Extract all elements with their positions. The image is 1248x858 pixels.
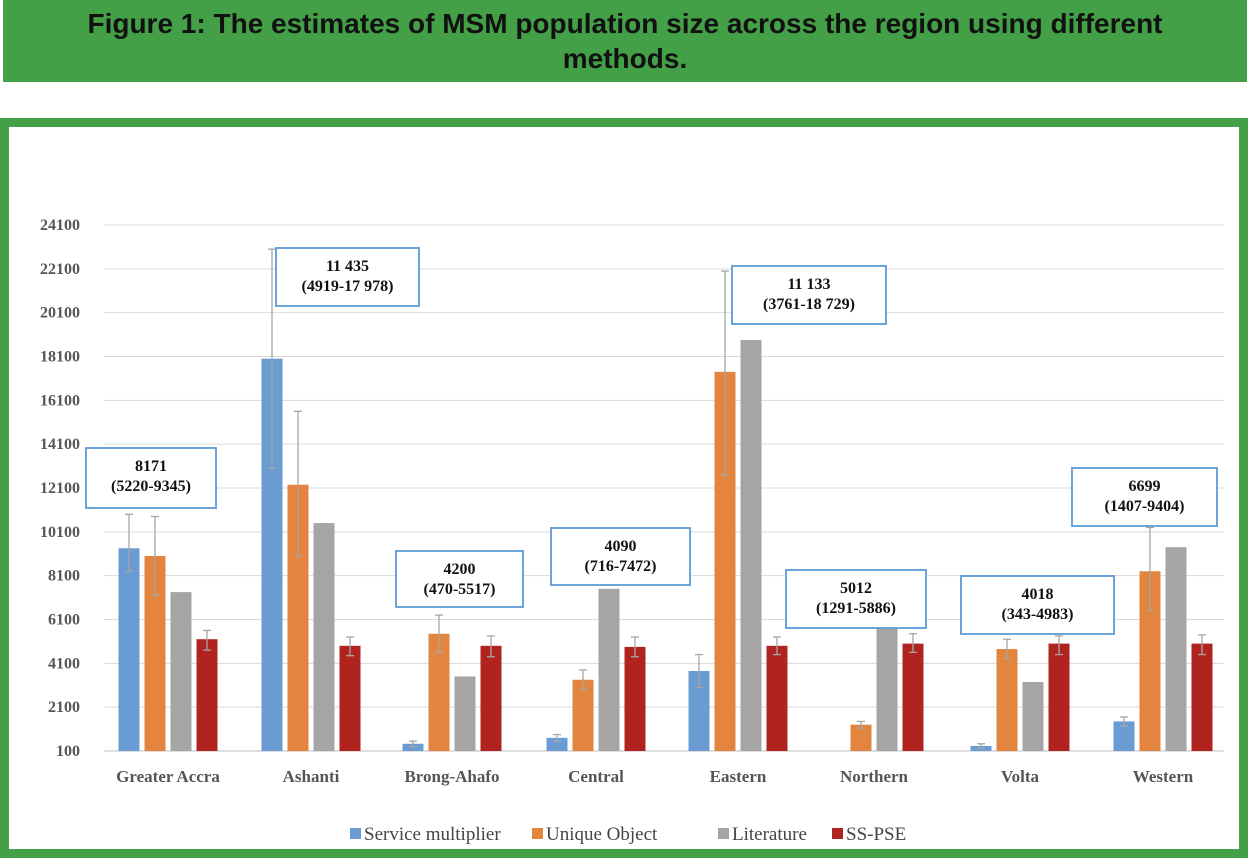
bar	[740, 340, 762, 751]
annotation-box	[275, 247, 420, 307]
annotation-box	[731, 265, 887, 325]
bar	[624, 646, 646, 751]
bar	[261, 358, 283, 751]
annotation-range: (1407-9404)	[1105, 498, 1185, 515]
x-category-label: Ashanti	[283, 767, 340, 786]
annotation-range: (343-4983)	[1002, 606, 1074, 623]
annotation-range: (1291-5886)	[816, 600, 896, 617]
bar	[428, 633, 450, 751]
y-tick-label: 6100	[48, 612, 80, 629]
y-tick-label: 22100	[40, 261, 80, 278]
annotation-range: (5220-9345)	[111, 478, 191, 495]
legend-swatch	[832, 828, 843, 839]
bar	[1022, 681, 1044, 751]
bar	[598, 588, 620, 751]
y-tick-label: 100	[56, 743, 80, 760]
legend-label: SS-PSE	[846, 824, 906, 845]
y-tick-label: 10100	[40, 524, 80, 541]
bar	[688, 671, 710, 751]
x-category-label: Volta	[1001, 767, 1040, 786]
x-category-label: Northern	[840, 767, 909, 786]
annotation-value: 4090	[605, 538, 637, 555]
figure-title: Figure 1: The estimates of MSM populatio…	[87, 8, 1163, 74]
bar	[313, 523, 335, 751]
x-category-label: Greater Accra	[116, 767, 220, 786]
y-tick-label: 20100	[40, 305, 80, 322]
annotation-range: (3761-18 729)	[763, 296, 855, 313]
bar	[766, 645, 788, 751]
y-tick-label: 4100	[48, 655, 80, 672]
annotation-value: 6699	[1129, 478, 1161, 495]
figure-title-bar: Figure 1: The estimates of MSM populatio…	[3, 0, 1247, 82]
bar	[287, 484, 309, 751]
annotation-range: (4919-17 978)	[302, 278, 394, 295]
x-category-label: Eastern	[710, 767, 767, 786]
bar	[850, 724, 872, 751]
annotation-box	[785, 569, 927, 629]
annotation-value: 5012	[840, 580, 872, 597]
bar	[876, 623, 898, 751]
y-tick-label: 2100	[48, 699, 80, 716]
y-tick-label: 18100	[40, 349, 80, 366]
y-tick-label: 14100	[40, 436, 80, 453]
bar	[196, 639, 218, 751]
bar	[144, 555, 166, 751]
x-category-label: Brong-Ahafo	[404, 767, 499, 786]
annotation-box	[1071, 467, 1218, 527]
bar	[714, 371, 736, 751]
legend-label: Unique Object	[546, 824, 658, 845]
bar	[546, 737, 568, 751]
bar	[1048, 643, 1070, 751]
annotation-value: 11 435	[326, 258, 369, 275]
annotation-box	[395, 550, 524, 608]
bar	[1139, 571, 1161, 751]
annotation-value: 4200	[444, 561, 476, 578]
annotation-value: 4018	[1022, 586, 1054, 603]
bar	[480, 645, 502, 751]
bar	[339, 645, 361, 751]
y-tick-label: 24100	[40, 217, 80, 234]
legend-label: Literature	[732, 824, 807, 845]
x-category-label: Western	[1133, 767, 1194, 786]
y-tick-label: 8100	[48, 568, 80, 585]
legend-swatch	[350, 828, 361, 839]
bar	[1113, 721, 1135, 751]
bar	[996, 649, 1018, 751]
annotation-range: (716-7472)	[585, 558, 657, 575]
bar	[402, 743, 424, 751]
annotation-value: 8171	[135, 458, 167, 475]
annotation-range: (470-5517)	[424, 581, 496, 598]
annotation-box	[550, 527, 691, 586]
bar	[454, 676, 476, 751]
bar	[572, 679, 594, 751]
bar	[118, 548, 140, 751]
bar	[1191, 643, 1213, 751]
annotation-value: 11 133	[787, 276, 830, 293]
chart-frame: 100 2100 4100 6100 8100 10100 12100 14100 16100 1…	[0, 118, 1248, 858]
bar	[902, 643, 924, 751]
bar	[170, 592, 192, 751]
y-tick-label: 16100	[40, 392, 80, 409]
legend-swatch	[718, 828, 729, 839]
annotation-box	[960, 575, 1115, 635]
legend-label: Service multiplier	[364, 824, 501, 845]
annotation-box	[85, 447, 217, 509]
bar	[1165, 547, 1187, 751]
legend-swatch	[532, 828, 543, 839]
bar-chart: 100 2100 4100 6100 8100 10100 12100 14100 16100 1…	[40, 217, 1224, 845]
y-tick-label: 12100	[40, 480, 80, 497]
x-category-label: Central	[568, 767, 624, 786]
